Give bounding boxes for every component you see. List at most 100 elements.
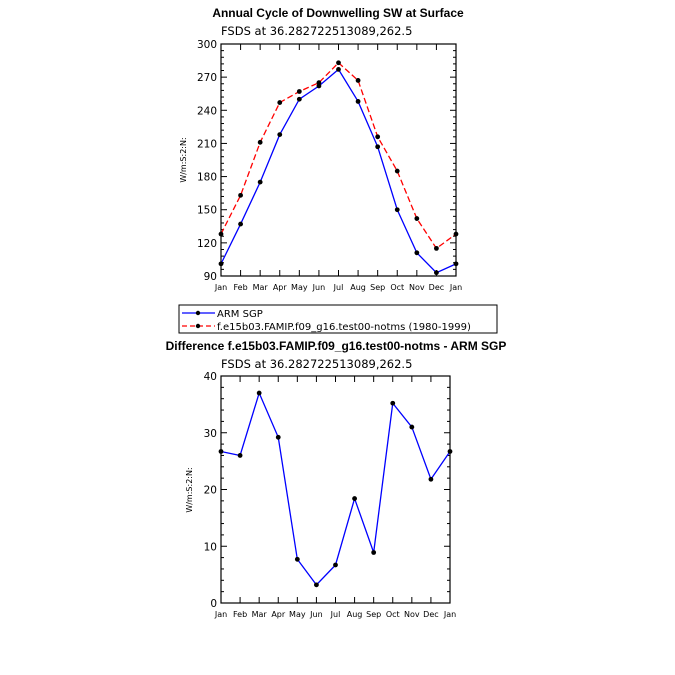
chart-bottom-series-0-point [275, 434, 281, 440]
chart-bottom-xtick-label: Mar [252, 610, 268, 619]
chart-top-series-1-point [453, 231, 459, 237]
chart-bottom-xtick-label: Feb [233, 610, 247, 619]
chart-top-series-0-point [355, 99, 361, 104]
chart-top-xtick-label: Sep [370, 283, 385, 292]
chart-top-ytick-label: 210 [197, 138, 217, 150]
chart-top-series-0-point [414, 250, 420, 256]
chart-top-series-1-point [316, 80, 322, 86]
chart-bottom-ytick-label: 40 [204, 371, 217, 383]
chart-top-series-0-point [296, 96, 302, 102]
chart-top: Annual Cycle of Downwelling SW at Surfac… [179, 6, 464, 292]
chart-top-xtick-label: May [291, 283, 308, 292]
chart-top-series-0-point [257, 179, 263, 185]
chart-bottom-xtick-label: Sep [366, 610, 381, 619]
chart-top-series-1-point [277, 100, 283, 105]
chart-top-series-line-1 [220, 61, 457, 250]
chart-top-ytick-label: 300 [197, 39, 217, 51]
chart-top-subtitle: FSDS at 36.282722513089,262.5 [221, 24, 412, 38]
chart-top-ytick-label: 90 [204, 271, 217, 283]
chart-bottom-series-0-point [218, 449, 224, 454]
chart-bottom-series-0-point [256, 390, 262, 396]
chart-bottom-series-0-point [352, 496, 357, 501]
chart-top-series-1-point [434, 245, 439, 251]
chart-top-series-1-point [218, 231, 224, 237]
chart-top-xtick-label: Oct [390, 283, 404, 292]
chart-top-xtick-label: Aug [350, 283, 366, 292]
chart-bottom-subtitle: FSDS at 36.282722513089,262.5 [221, 357, 412, 371]
chart-bottom-ytick-label: 20 [204, 485, 217, 497]
chart-bottom-xtick-label: Jun [309, 610, 323, 619]
chart-top-series-1-point [296, 89, 302, 94]
chart-top-series-1-point [355, 78, 361, 83]
chart-bottom-ytick-label: 0 [210, 598, 217, 610]
chart-bottom-axes: 0 10 20 30 40 Jan Feb Mar Apr May Jun Jul Aug Sep Oct N… [204, 371, 457, 619]
chart-bottom-series-0-point [294, 556, 300, 562]
chart-bottom-title: Difference f.e15b03.FAMIP.f09_g16.test00… [166, 339, 507, 353]
chart-top-series-1-point [414, 216, 420, 221]
legend-marker-arm [195, 310, 201, 316]
chart-bottom-series-0-point [237, 453, 243, 458]
chart-bottom-xtick-label: Aug [347, 610, 363, 619]
chart-bottom-series-0-point [428, 476, 434, 482]
legend-label-model: f.e15b03.FAMIP.f09_g16.test00-notms (198… [217, 322, 471, 333]
chart-top-series-0-point [394, 207, 400, 213]
legend-marker-model [195, 323, 201, 329]
chart-bottom-frame [220, 375, 451, 604]
chart-bottom-series-0-point [390, 400, 396, 406]
chart-bottom-ytick-label: 30 [204, 428, 217, 440]
chart-bottom-xtick-label: Dec [423, 610, 438, 619]
chart-top-series-1-point [257, 139, 263, 145]
chart-bottom-xtick-label: Jan [214, 610, 227, 619]
chart-top-title: Annual Cycle of Downwelling SW at Surfac… [212, 6, 464, 20]
legend-label-arm: ARM SGP [217, 309, 263, 320]
chart-top-series-0-point [434, 270, 439, 276]
chart-top-y-axis-label: W/m:S:2:N: [179, 137, 188, 182]
chart-top-series-0-point [375, 144, 381, 150]
chart-bottom-xtick-label: Oct [386, 610, 400, 619]
chart-top-xtick-label: Apr [273, 283, 288, 292]
chart-top-xtick-label: Jan [214, 283, 227, 292]
chart-bottom-series [218, 390, 453, 588]
chart-top-ytick-label: 150 [197, 205, 217, 217]
chart-top-xtick-label: Dec [429, 283, 444, 292]
chart-top-series-0-point [336, 67, 341, 72]
chart-top-xtick-label: Mar [253, 283, 269, 292]
chart-bottom-series-0-point [314, 582, 319, 588]
chart-top-series [218, 60, 459, 276]
chart-bottom-xtick-label: May [289, 610, 306, 619]
legend: ARM SGP f.e15b03.FAMIP.f09_g16.test00-no… [178, 304, 498, 334]
chart-top-xtick-label: Jul [333, 283, 344, 292]
chart-bottom-series-0-point [333, 562, 338, 568]
chart-top-xtick-label: Nov [409, 283, 425, 292]
chart-top-xtick-label: Jan [449, 283, 462, 292]
chart-top-series-1-point [394, 168, 400, 174]
chart-top-series-1-point [238, 192, 243, 198]
chart-top-ytick-label: 240 [197, 105, 217, 117]
chart-top-series-1-point [375, 134, 381, 140]
chart-top-series-0-point [238, 221, 243, 227]
chart-top-series-line-0 [220, 68, 457, 274]
chart-bottom-series-0-point [371, 550, 377, 555]
chart-bottom: Difference f.e15b03.FAMIP.f09_g16.test00… [166, 339, 507, 619]
chart-top-ytick-label: 120 [197, 238, 217, 250]
chart-bottom-series-0-point [447, 449, 453, 454]
chart-top-ytick-label: 270 [197, 72, 217, 84]
chart-top-series-1-point [336, 60, 341, 66]
chart-top-series-0-point [218, 261, 224, 267]
chart-top-xtick-label: Feb [233, 283, 247, 292]
chart-top-series-0-point [453, 261, 459, 267]
chart-top-frame [220, 43, 457, 277]
chart-bottom-y-axis-label: W/m:S:2:N: [185, 467, 194, 512]
chart-bottom-xtick-label: Jan [443, 610, 456, 619]
legend-box [178, 304, 498, 334]
chart-top-xtick-label: Jun [312, 283, 326, 292]
chart-top-ytick-label: 180 [197, 172, 217, 184]
chart-bottom-series-line-0 [220, 391, 451, 586]
chart-bottom-xtick-label: Nov [404, 610, 420, 619]
chart-top-series-0-point [316, 83, 322, 89]
chart-bottom-series-0-point [409, 424, 415, 430]
chart-top-series-0-point [277, 132, 283, 137]
chart-bottom-xtick-label: Jul [330, 610, 341, 619]
chart-bottom-xtick-label: Apr [271, 610, 286, 619]
